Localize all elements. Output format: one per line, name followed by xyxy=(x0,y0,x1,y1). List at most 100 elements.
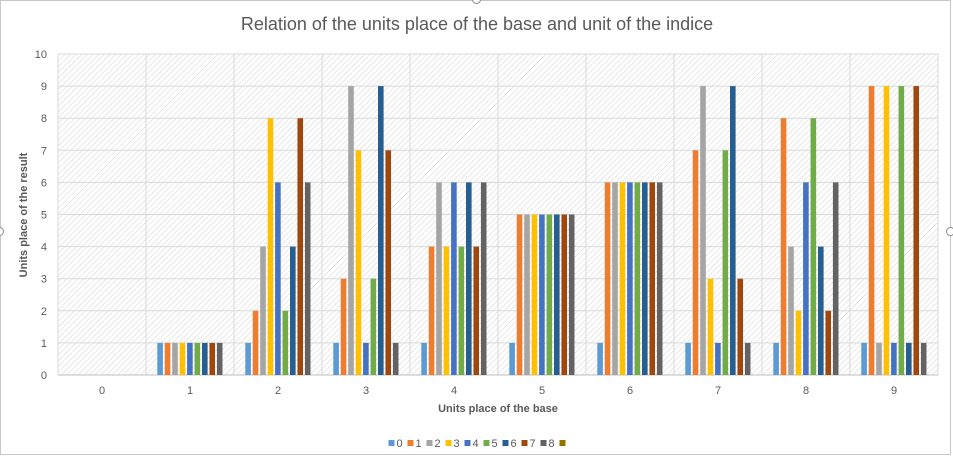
bar xyxy=(619,182,626,375)
bar xyxy=(290,246,296,375)
legend-swatch xyxy=(407,440,414,446)
bar xyxy=(700,86,706,375)
bar xyxy=(524,214,530,375)
y-tick-labels: 0 1 2 3 4 5 6 7 8 9 10 xyxy=(35,49,47,382)
bar xyxy=(245,342,251,375)
x-tick-label: 8 xyxy=(803,385,809,397)
bar xyxy=(392,342,399,375)
legend-label: 6 xyxy=(511,438,517,450)
bar xyxy=(480,182,487,375)
bar xyxy=(649,182,656,375)
bar xyxy=(707,278,714,375)
bar xyxy=(209,342,216,375)
bar xyxy=(546,214,553,375)
bar xyxy=(378,86,384,375)
bar xyxy=(385,150,392,375)
legend-label: 1 xyxy=(416,438,422,450)
legend-swatch xyxy=(559,440,566,446)
bar xyxy=(627,182,633,375)
bar xyxy=(876,342,882,375)
y-tick-label: 10 xyxy=(35,49,47,61)
bar xyxy=(795,310,802,375)
bar xyxy=(355,150,362,375)
bar xyxy=(473,246,480,375)
legend-swatch xyxy=(426,440,433,446)
bar xyxy=(656,182,663,375)
bar xyxy=(780,118,787,375)
bar xyxy=(428,246,435,375)
bar xyxy=(604,182,611,375)
x-tick-label: 7 xyxy=(715,385,721,397)
bar xyxy=(744,342,751,375)
y-tick-label: 9 xyxy=(41,81,47,93)
bar xyxy=(202,342,208,375)
bar xyxy=(421,342,427,375)
bar xyxy=(788,246,794,375)
bar xyxy=(913,86,920,375)
bar xyxy=(868,86,875,375)
bar xyxy=(803,182,809,375)
bar xyxy=(685,342,691,375)
bar xyxy=(891,342,897,375)
y-tick-label: 3 xyxy=(41,274,47,286)
bar xyxy=(443,246,450,375)
bar xyxy=(832,182,839,375)
bar xyxy=(818,246,824,375)
bar xyxy=(810,118,817,375)
legend-label: 0 xyxy=(397,438,403,450)
resize-handle-right[interactable] xyxy=(946,227,953,236)
bar xyxy=(715,342,721,375)
bars xyxy=(157,86,927,375)
bar xyxy=(730,86,736,375)
legend-label: 2 xyxy=(435,438,441,450)
x-tick-label: 6 xyxy=(627,385,633,397)
bar xyxy=(920,342,927,375)
y-tick-label: 8 xyxy=(41,113,47,125)
bar xyxy=(267,118,274,375)
bar xyxy=(252,310,259,375)
legend-label: 4 xyxy=(473,438,479,450)
bar xyxy=(597,342,603,375)
bar xyxy=(179,342,186,375)
bar xyxy=(348,86,354,375)
legend-label: 7 xyxy=(530,438,536,450)
legend-swatch xyxy=(521,440,528,446)
y-tick-label: 7 xyxy=(41,145,47,157)
bar xyxy=(436,182,442,375)
bar xyxy=(554,214,560,375)
x-tick-label: 4 xyxy=(451,385,457,397)
legend-label: 3 xyxy=(454,438,460,450)
bar xyxy=(898,86,905,375)
bar xyxy=(340,278,347,375)
x-axis-title: Units place of the base xyxy=(438,403,558,415)
x-tick-label: 1 xyxy=(187,385,193,397)
legend-swatch xyxy=(445,440,452,446)
y-tick-label: 4 xyxy=(41,242,47,254)
y-tick-label: 2 xyxy=(41,306,47,318)
legend-swatch xyxy=(502,440,509,446)
bar xyxy=(172,342,178,375)
legend-swatch xyxy=(483,440,490,446)
bar xyxy=(370,278,377,375)
y-tick-label: 5 xyxy=(41,210,47,222)
legend-label: 5 xyxy=(492,438,498,450)
legend-swatch xyxy=(540,440,547,446)
x-tick-label: 2 xyxy=(275,385,281,397)
x-tick-labels: 0 1 2 3 4 5 6 7 8 9 xyxy=(99,385,897,397)
bar xyxy=(333,342,339,375)
bar xyxy=(260,246,266,375)
y-tick-label: 0 xyxy=(41,370,47,382)
bar xyxy=(561,214,568,375)
bar xyxy=(612,182,618,375)
legend-label: 8 xyxy=(549,438,555,450)
bar xyxy=(737,278,744,375)
bar xyxy=(275,182,281,375)
bar xyxy=(451,182,457,375)
bar xyxy=(458,246,465,375)
x-tick-label: 3 xyxy=(363,385,369,397)
bar xyxy=(906,342,912,375)
bar xyxy=(825,310,832,375)
bar xyxy=(516,214,523,375)
bar xyxy=(861,342,867,375)
